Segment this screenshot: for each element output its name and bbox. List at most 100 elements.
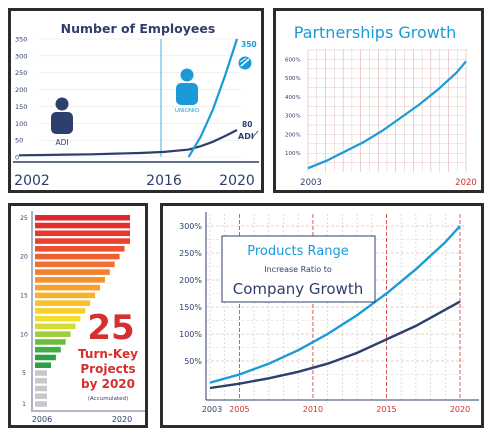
employees-lines xyxy=(18,38,239,158)
projects-bars xyxy=(35,215,130,407)
project-bar xyxy=(35,393,47,400)
project-bar xyxy=(35,370,47,376)
employees-y-tick: 50 xyxy=(15,137,23,145)
employees-panel: Number of Employees 0 50 100 150 200 250 300 35… xyxy=(8,8,264,193)
employees-y-tick: 300 xyxy=(15,52,27,60)
employees-title: Number of Employees xyxy=(61,21,216,36)
employees-y-tick: 350 xyxy=(15,36,27,44)
project-bar xyxy=(35,315,81,322)
products-panel: 50% 100% 150% 200% 250% 300% Products Range I… xyxy=(160,203,484,428)
employees-x-label: 2020 xyxy=(219,173,255,189)
products-navy-line xyxy=(209,300,461,390)
project-bar xyxy=(35,277,105,283)
partnerships-chart: Partnerships Growth 100% 200% 300% 400% 500%… xyxy=(285,23,477,188)
partnerships-y-tick: 500% xyxy=(285,76,301,82)
partnerships-y-ticks: 100% 200% 300% 400% 500% 600% xyxy=(285,57,301,157)
project-bar xyxy=(35,346,61,353)
projects-caption-note: (Accumulated) xyxy=(88,396,128,402)
project-bar xyxy=(35,323,76,330)
products-y-tick: 200% xyxy=(179,276,202,285)
products-y-tick: 100% xyxy=(179,330,202,339)
project-bar xyxy=(35,292,96,299)
products-y-tick: 300% xyxy=(179,222,202,231)
partnerships-lines xyxy=(307,60,467,170)
project-bar xyxy=(35,230,130,237)
projects-y-tick: 10 xyxy=(20,331,28,338)
projects-caption-line3: by 2020 xyxy=(81,377,135,391)
products-subtitle: Increase Ratio to xyxy=(264,265,332,274)
project-bar xyxy=(35,269,110,275)
project-bar xyxy=(35,354,56,361)
employees-y-tick: 0 xyxy=(15,154,19,162)
products-chart: 50% 100% 150% 200% 250% 300% Products Range I… xyxy=(179,212,479,414)
partnerships-x-label: 2003 xyxy=(300,178,322,188)
project-bar xyxy=(35,308,86,314)
project-bar xyxy=(35,246,125,252)
partnerships-y-tick: 200% xyxy=(285,132,301,138)
products-y-tick: 250% xyxy=(179,249,202,258)
project-bar xyxy=(35,385,47,392)
projects-x-label: 2020 xyxy=(112,415,132,424)
partnerships-x-label: 2020 xyxy=(455,178,477,188)
employees-y-tick: 150 xyxy=(15,103,27,111)
unionio-logo-icon xyxy=(238,56,252,70)
partnerships-grid xyxy=(307,49,467,172)
partnerships-y-tick: 100% xyxy=(285,151,301,157)
projects-caption-line1: Turn-Key xyxy=(78,347,138,361)
employees-grid xyxy=(39,38,241,158)
employees-unionio-line xyxy=(187,38,239,158)
project-bar xyxy=(35,222,130,229)
products-y-ticks: 50% 100% 150% 200% 250% 300% xyxy=(179,222,202,366)
employees-adi-end-value: 80 xyxy=(242,120,252,129)
project-bar xyxy=(35,253,120,260)
partnerships-title: Partnerships Growth xyxy=(294,23,457,42)
products-title: Products Range xyxy=(247,244,348,259)
partnerships-y-tick: 300% xyxy=(285,114,301,120)
project-bar xyxy=(35,238,130,244)
adi-end-label: ADI xyxy=(238,132,254,141)
project-bar xyxy=(35,261,115,268)
projects-caption-line2: Projects xyxy=(80,362,135,376)
project-bar xyxy=(35,331,71,337)
employees-unionio-end-value: 350 xyxy=(241,40,257,49)
partnerships-line xyxy=(307,60,467,170)
project-bar xyxy=(35,339,66,345)
products-title-line3: Company Growth xyxy=(233,280,363,298)
projects-y-tick: 1 xyxy=(22,401,26,408)
employees-y-tick: 200 xyxy=(15,86,27,94)
products-x-tick: 2005 xyxy=(229,405,249,414)
project-bar xyxy=(35,215,130,221)
employees-y-tick: 250 xyxy=(15,69,27,77)
employees-x-label: 2016 xyxy=(146,173,182,189)
projects-big-number: 25 xyxy=(87,308,134,348)
products-y-tick: 50% xyxy=(184,357,202,366)
projects-y-tick: 5 xyxy=(22,370,26,377)
adi-icon-label: ADI xyxy=(55,138,68,147)
products-x-tick: 2015 xyxy=(376,405,396,414)
projects-x-label: 2006 xyxy=(32,415,52,424)
unionio-icon-label: UNIONIO xyxy=(175,108,200,114)
projects-y-tick: 20 xyxy=(20,254,28,261)
products-blue-line xyxy=(209,225,461,384)
partnerships-y-tick: 600% xyxy=(285,57,301,63)
products-title-box: Products Range Increase Ratio to Company… xyxy=(221,235,376,303)
products-x-ticks: 2003 2005 2010 2015 2020 xyxy=(202,405,470,414)
projects-y-tick: 15 xyxy=(20,292,28,299)
partnerships-y-tick: 400% xyxy=(285,95,301,101)
employees-chart: Number of Employees 0 50 100 150 200 250 300 35… xyxy=(13,21,259,189)
person-icon xyxy=(51,97,73,134)
products-x-tick: 2020 xyxy=(450,405,470,414)
products-x-tick: 2010 xyxy=(303,405,323,414)
projects-y-tick: 25 xyxy=(20,215,28,222)
products-y-tick: 150% xyxy=(179,303,202,312)
person-icon xyxy=(176,68,198,105)
products-x-tick: 2003 xyxy=(202,405,222,414)
employees-y-tick: 100 xyxy=(15,120,27,128)
project-bar xyxy=(35,401,47,407)
employees-y-ticks: 0 50 100 150 200 250 300 350 xyxy=(15,36,27,162)
project-bar xyxy=(35,284,100,291)
project-bar xyxy=(35,300,91,306)
projects-panel: 1 5 10 15 20 25 25 Turn-Key Projects by 2020 … xyxy=(8,203,148,428)
